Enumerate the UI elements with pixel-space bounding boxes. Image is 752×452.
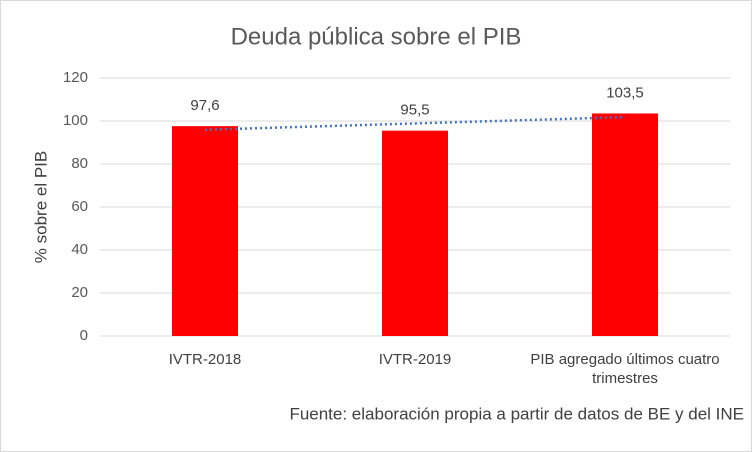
y-tick-label: 40 xyxy=(71,241,88,258)
y-tick-label: 80 xyxy=(71,155,88,172)
trendline xyxy=(204,115,626,132)
x-tick-label: PIB agregado últimos cuatro trimestres xyxy=(530,351,720,387)
y-axis-label: % sobre el PIB xyxy=(31,151,50,263)
y-tick-label: 0 xyxy=(80,327,88,344)
y-tick-label: 100 xyxy=(63,112,88,129)
y-tick-label: 60 xyxy=(71,198,88,215)
x-tick-label: IVTR-2019 xyxy=(378,351,452,368)
bar xyxy=(172,126,238,336)
value-label: 95,5 xyxy=(400,102,429,119)
y-tick-label: 20 xyxy=(71,284,88,301)
bar xyxy=(382,130,448,336)
source-note: Fuente: elaboración propia a partir de d… xyxy=(289,404,744,423)
x-tick-label: IVTR-2018 xyxy=(168,351,242,368)
y-tick-label: 120 xyxy=(63,69,88,86)
bar xyxy=(592,113,658,336)
value-label: 103,5 xyxy=(606,84,644,101)
value-label: 97,6 xyxy=(190,97,219,114)
chart-title: Deuda pública sobre el PIB xyxy=(231,23,522,50)
